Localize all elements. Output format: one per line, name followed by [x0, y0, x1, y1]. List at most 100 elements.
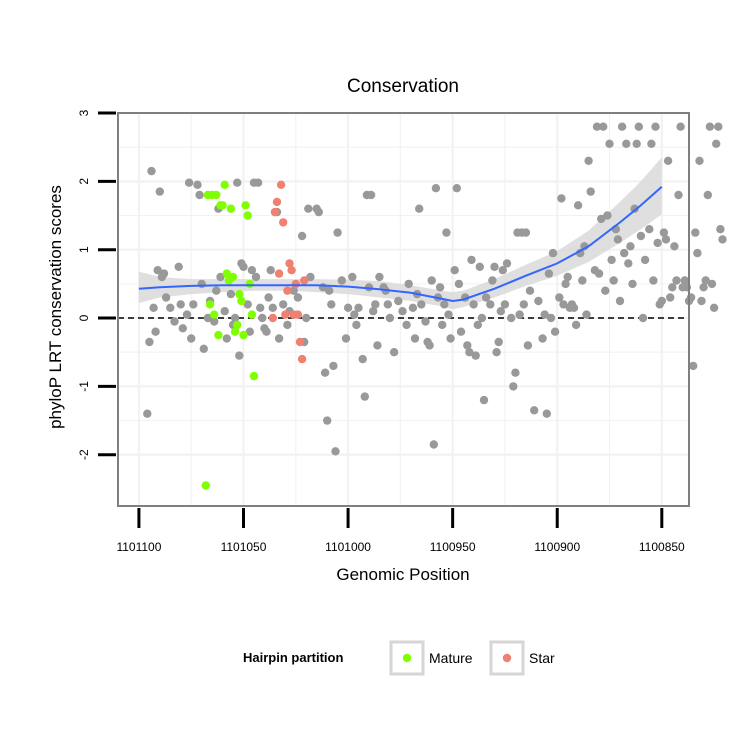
- data-point-other: [450, 266, 459, 275]
- data-point-other: [601, 286, 610, 295]
- data-point-other: [500, 300, 510, 309]
- data-point-other: [251, 272, 261, 282]
- data-point-other: [438, 320, 447, 330]
- data-point-other: [498, 266, 507, 275]
- data-point-other: [203, 313, 213, 323]
- data-point-mature: [233, 320, 242, 330]
- panel-border: [117, 112, 690, 507]
- data-point-other: [404, 279, 413, 289]
- data-point-other: [233, 178, 242, 187]
- data-point-other: [187, 334, 196, 343]
- data-point-other: [385, 313, 395, 323]
- data-point-other: [166, 303, 175, 312]
- data-point-other: [151, 327, 160, 336]
- data-point-other: [624, 259, 633, 268]
- data-point-other: [297, 231, 307, 241]
- data-point-other: [230, 313, 240, 323]
- data-point-other: [609, 276, 618, 285]
- data-point-other: [394, 296, 403, 306]
- smooth-band: [138, 157, 662, 310]
- legend: Hairpin partition Mature Star: [243, 640, 555, 676]
- data-point-other: [415, 204, 424, 213]
- data-point-other: [170, 317, 179, 326]
- data-point-other: [176, 300, 185, 309]
- data-point-other: [680, 276, 689, 285]
- data-point-other: [444, 310, 453, 319]
- data-point-other: [360, 392, 369, 401]
- data-point-other: [617, 122, 627, 131]
- data-point-other: [691, 228, 700, 237]
- data-point-other: [594, 269, 604, 278]
- data-point-other: [331, 447, 340, 456]
- data-point-other: [147, 166, 156, 176]
- data-point-other: [620, 248, 629, 258]
- data-point-other: [239, 262, 248, 271]
- x-tick-label: 1100950: [430, 540, 476, 554]
- data-point-other: [540, 310, 549, 319]
- data-point-other: [511, 368, 520, 377]
- data-point-mature: [247, 310, 257, 319]
- data-point-other: [220, 307, 229, 316]
- data-point-other: [210, 317, 219, 326]
- data-point-other: [651, 122, 660, 131]
- data-point-other: [182, 310, 192, 319]
- data-point-other: [496, 307, 505, 316]
- data-point-other: [661, 235, 671, 244]
- data-point-other: [442, 228, 451, 237]
- data-point-other: [613, 235, 623, 244]
- data-point-other: [573, 201, 583, 210]
- data-point-mature: [249, 371, 259, 381]
- data-point-other: [712, 139, 721, 148]
- data-point-other: [264, 293, 273, 302]
- data-point-other: [327, 300, 336, 309]
- data-point-other: [314, 207, 323, 217]
- data-point-other: [668, 283, 677, 292]
- data-point-other: [490, 262, 499, 271]
- data-point-mature: [230, 327, 240, 336]
- data-point-other: [515, 310, 524, 319]
- data-point-other: [666, 293, 675, 302]
- data-point-other: [408, 303, 418, 312]
- data-point-other: [525, 286, 535, 295]
- data-point-other: [161, 293, 171, 302]
- data-point-other: [626, 242, 635, 251]
- data-point-mature: [212, 190, 221, 200]
- data-point-other: [632, 139, 641, 148]
- y-tick-label: -1: [77, 381, 91, 392]
- data-point-star: [276, 180, 286, 189]
- data-point-mature: [218, 201, 227, 210]
- data-point-star: [291, 279, 300, 289]
- data-point-other: [605, 139, 614, 148]
- data-point-other: [475, 262, 484, 271]
- data-point-other: [578, 276, 587, 285]
- data-point-other: [584, 156, 593, 165]
- data-point-other: [615, 296, 625, 306]
- data-point-star: [293, 310, 303, 319]
- data-point-other: [659, 228, 669, 237]
- data-point-other: [699, 283, 708, 292]
- data-point-other: [647, 139, 656, 148]
- data-point-mature: [210, 310, 219, 319]
- data-point-other: [586, 187, 595, 196]
- x-tick-label: 1101100: [116, 540, 161, 554]
- data-point-star: [300, 276, 309, 285]
- data-point-other: [383, 300, 392, 309]
- data-point-other: [663, 156, 673, 165]
- smooth-line: [138, 186, 663, 303]
- y-tick-label: 1: [77, 246, 91, 253]
- data-point-other: [421, 317, 430, 326]
- data-point-other: [435, 283, 445, 292]
- data-point-other: [199, 344, 208, 353]
- x-tick-label: 1101000: [325, 540, 371, 554]
- data-point-other: [502, 259, 512, 268]
- data-point-other: [492, 348, 501, 357]
- data-point-other: [159, 269, 169, 278]
- data-point-other: [268, 303, 277, 312]
- data-point-other: [603, 211, 612, 220]
- data-point-other: [306, 272, 315, 282]
- data-point-other: [440, 300, 449, 309]
- data-point-other: [674, 190, 683, 200]
- data-point-other: [302, 313, 311, 323]
- data-point-other: [366, 190, 376, 200]
- data-point-star: [297, 354, 307, 364]
